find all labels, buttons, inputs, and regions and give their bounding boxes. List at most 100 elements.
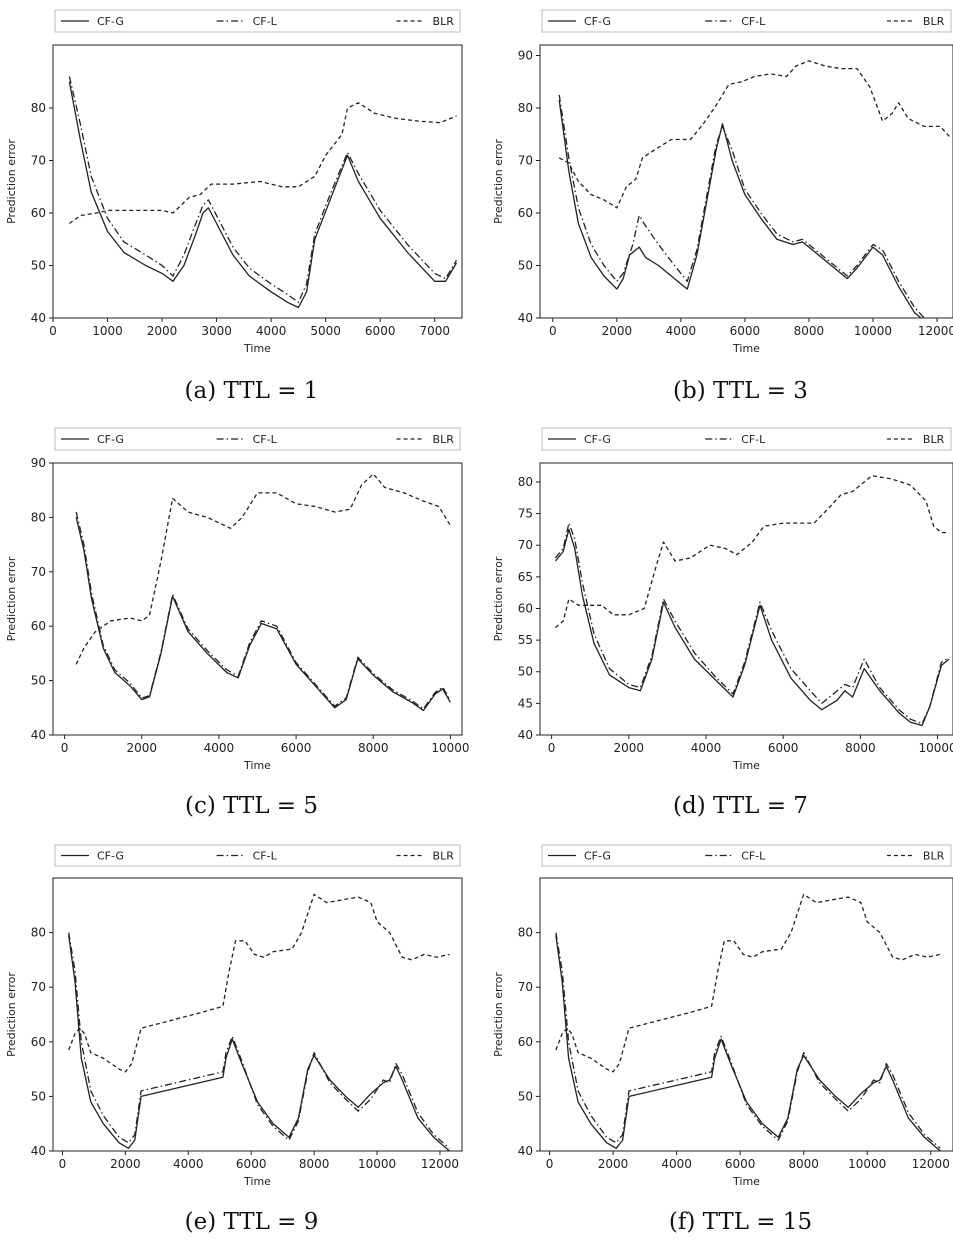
x-tick-label: 8000 xyxy=(845,741,876,755)
chart-panel-4: CF-G CF-L BLR 0 2000 4000 6000 8000 10000 40 45 50 5… xyxy=(492,427,953,819)
series-line-blr xyxy=(554,475,950,629)
y-axis-label: Prediction error xyxy=(5,139,18,224)
x-axis-label: Time xyxy=(732,759,760,772)
chart-panel-6: CF-G CF-L BLR 0 2000 4000 6000 8000 10000 12000 40… xyxy=(492,844,953,1235)
legend-label-blr: BLR xyxy=(433,15,455,28)
series-line-blr xyxy=(75,473,451,665)
panel-caption: (f) TTL = 15 xyxy=(669,1209,812,1235)
plot-frame xyxy=(539,44,953,319)
legend-label-cf-l: CF-L xyxy=(253,850,278,863)
x-axis-label: Time xyxy=(732,1175,760,1188)
legend-label-cf-g: CF-G xyxy=(97,15,124,28)
legend: CF-G CF-L BLR xyxy=(541,427,952,451)
y-tick-label: 80 xyxy=(31,101,46,115)
series-group xyxy=(554,475,950,727)
y-tick-label: 60 xyxy=(31,206,46,220)
x-tick-label: 4000 xyxy=(204,741,235,755)
legend-box xyxy=(54,9,461,33)
plot-frame xyxy=(52,44,463,319)
series-line-cf-l xyxy=(554,522,950,725)
x-tick-label: 7000 xyxy=(419,324,450,338)
legend: CF-G CF-L BLR xyxy=(541,9,952,33)
x-tick-label: 2000 xyxy=(614,741,645,755)
legend-label-cf-l: CF-L xyxy=(741,850,766,863)
series-line-cf-g xyxy=(68,81,458,309)
x-tick-label: 4000 xyxy=(691,741,722,755)
x-tick-label: 12000 xyxy=(918,324,953,338)
series-line-cf-l xyxy=(555,932,941,1149)
x-tick-label: 10000 xyxy=(848,1157,886,1171)
legend: CF-G CF-L BLR xyxy=(54,9,461,33)
y-tick-label: 50 xyxy=(31,1089,46,1103)
y-tick-label: 70 xyxy=(31,980,46,994)
series-line-cf-l xyxy=(75,511,451,710)
y-tick-label: 40 xyxy=(518,311,533,325)
x-axis-label: Time xyxy=(732,342,760,355)
y-tick-label: 60 xyxy=(518,206,533,220)
x-tick-label: 8000 xyxy=(358,741,389,755)
y-tick-label: 60 xyxy=(518,601,533,615)
x-tick-label: 4000 xyxy=(666,324,697,338)
x-tick-label: 4000 xyxy=(173,1157,204,1171)
y-tick-label: 50 xyxy=(31,259,46,273)
legend-label-cf-g: CF-G xyxy=(584,15,611,28)
x-tick-label: 8000 xyxy=(299,1157,330,1171)
y-tick-label: 70 xyxy=(518,154,533,168)
chart-panel-1: CF-G CF-L BLR 0 1000 2000 3000 4000 5000 6000 7000… xyxy=(5,9,463,404)
x-axis-label: Time xyxy=(243,759,271,772)
plot-frame xyxy=(52,462,463,736)
series-group xyxy=(68,76,458,309)
series-line-blr xyxy=(69,102,457,225)
series-group xyxy=(75,473,451,712)
x-axis-label: Time xyxy=(243,342,271,355)
chart-panel-2: CF-G CF-L BLR 0 2000 4000 6000 8000 10000 12000 40… xyxy=(492,9,953,404)
y-tick-label: 50 xyxy=(518,259,533,273)
x-tick-label: 10000 xyxy=(918,741,953,755)
legend-label-blr: BLR xyxy=(923,850,945,863)
x-tick-label: 6000 xyxy=(768,741,799,755)
legend: CF-G CF-L BLR xyxy=(54,427,461,451)
series-group xyxy=(558,60,951,318)
legend-label-cf-l: CF-L xyxy=(741,15,766,28)
chart-panel-5: CF-G CF-L BLR 0 2000 4000 6000 8000 10000 12000 40… xyxy=(5,844,463,1235)
x-axis-label: Time xyxy=(243,1175,271,1188)
legend-label-blr: BLR xyxy=(923,433,945,446)
x-tick-label: 2000 xyxy=(602,324,633,338)
y-tick-label: 70 xyxy=(518,538,533,552)
x-tick-label: 2000 xyxy=(126,741,157,755)
y-tick-label: 60 xyxy=(31,619,46,633)
legend-label-cf-l: CF-L xyxy=(253,433,278,446)
x-tick-label: 2000 xyxy=(598,1157,629,1171)
x-tick-label: 2000 xyxy=(147,324,178,338)
series-line-cf-g xyxy=(558,100,923,318)
x-tick-label: 0 xyxy=(59,1157,67,1171)
legend-label-blr: BLR xyxy=(923,15,945,28)
legend-box xyxy=(54,427,461,451)
plot-frame xyxy=(539,877,953,1152)
x-tick-label: 0 xyxy=(61,741,69,755)
y-tick-label: 40 xyxy=(31,311,46,325)
y-tick-label: 55 xyxy=(518,633,533,647)
x-tick-label: 12000 xyxy=(912,1157,950,1171)
x-tick-label: 6000 xyxy=(236,1157,267,1171)
x-tick-label: 8000 xyxy=(788,1157,819,1171)
y-tick-label: 80 xyxy=(31,510,46,524)
legend-label-cf-g: CF-G xyxy=(584,850,611,863)
y-tick-label: 40 xyxy=(518,728,533,742)
x-tick-label: 5000 xyxy=(310,324,341,338)
y-axis-label: Prediction error xyxy=(492,139,505,224)
y-tick-label: 65 xyxy=(518,570,533,584)
y-axis-label: Prediction error xyxy=(492,556,505,641)
legend-label-cf-l: CF-L xyxy=(741,433,766,446)
x-tick-label: 3000 xyxy=(201,324,232,338)
series-line-cf-l xyxy=(68,76,458,303)
legend-box xyxy=(541,427,952,451)
chart-panel-3: CF-G CF-L BLR 0 2000 4000 6000 8000 10000 40 50 60 7… xyxy=(5,427,470,819)
y-tick-label: 80 xyxy=(518,475,533,489)
x-tick-label: 10000 xyxy=(854,324,892,338)
legend-box xyxy=(54,844,461,867)
y-tick-label: 45 xyxy=(518,696,533,710)
legend-label-cf-l: CF-L xyxy=(253,15,278,28)
panel-caption: (e) TTL = 9 xyxy=(185,1209,319,1235)
